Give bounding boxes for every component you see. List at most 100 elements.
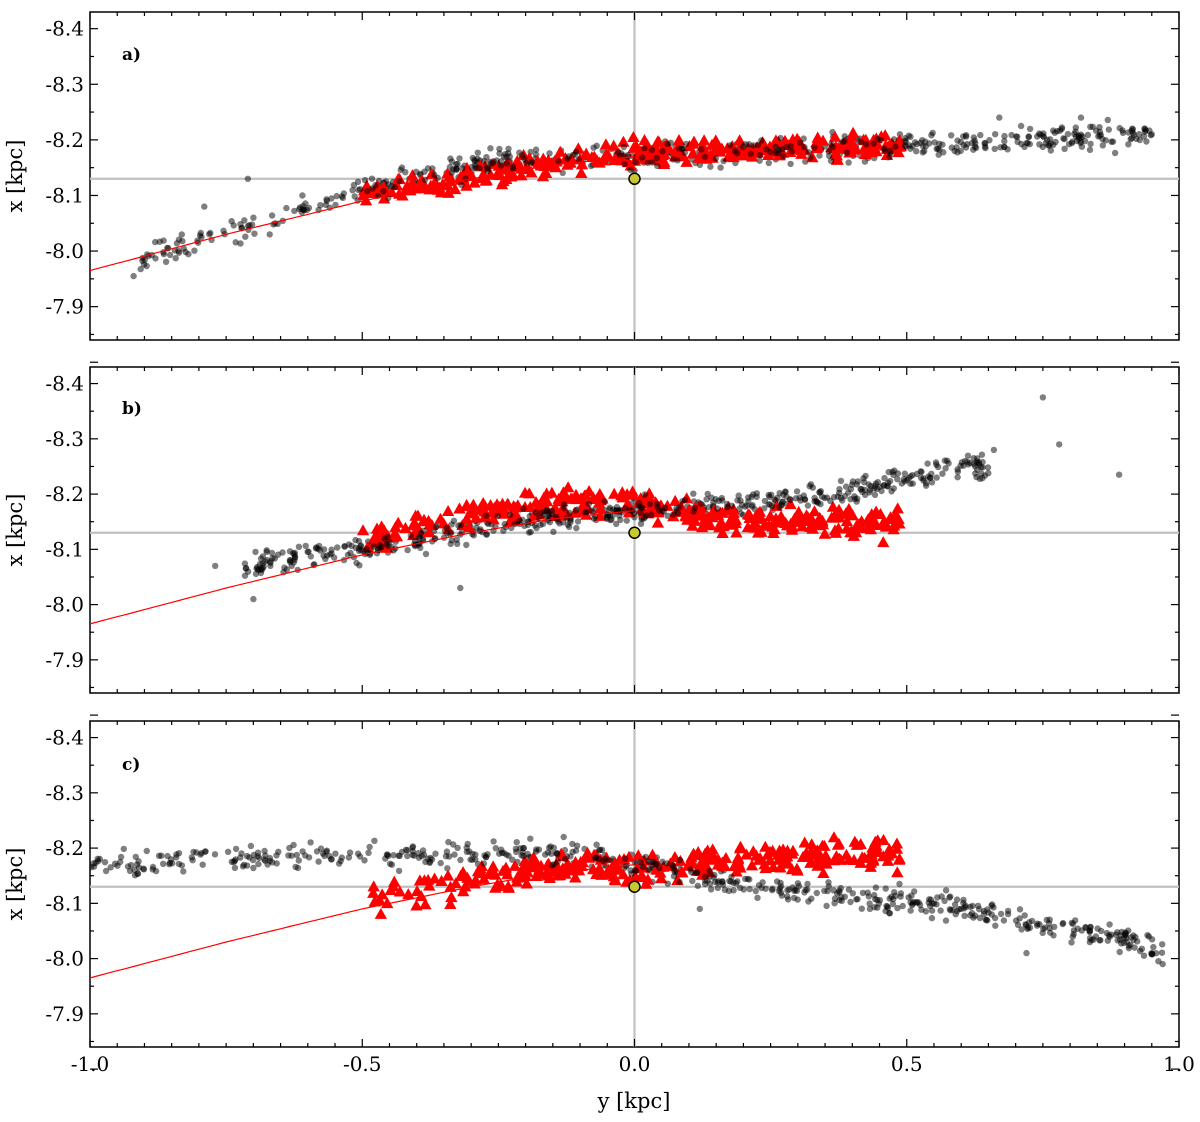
data-point-triangle <box>747 521 761 533</box>
data-point-dot <box>293 851 300 859</box>
data-point-dot <box>124 863 132 870</box>
data-point-dot <box>317 202 324 209</box>
data-point-triangle <box>876 516 890 528</box>
data-point-dot <box>327 856 335 863</box>
data-point-dot <box>1120 939 1128 947</box>
data-point-dot <box>864 889 871 896</box>
data-point-dot <box>891 467 898 474</box>
data-point-dot <box>120 845 128 853</box>
data-point-dot <box>896 880 903 888</box>
data-point-dot <box>690 490 697 497</box>
data-point-dot <box>778 892 786 899</box>
data-point-dot <box>703 496 710 503</box>
data-point-triangle <box>818 839 831 851</box>
data-point-dot <box>448 158 456 165</box>
data-point-triangle <box>511 154 524 166</box>
data-point-dot <box>1128 135 1135 142</box>
data-point-dot <box>454 844 461 852</box>
data-point-triangle <box>832 142 845 154</box>
data-point-dot <box>877 136 885 144</box>
data-point-dot <box>421 176 429 184</box>
data-point-dot <box>669 511 677 518</box>
data-point-dot <box>985 909 992 916</box>
data-point-dot <box>243 852 251 860</box>
data-point-triangle <box>599 138 613 150</box>
data-point-dot <box>207 229 214 237</box>
data-point-dot <box>535 846 543 853</box>
data-point-dot <box>1018 140 1025 148</box>
data-point-dot <box>1069 933 1077 940</box>
data-point-triangle <box>497 503 511 515</box>
data-point-triangle <box>767 861 780 872</box>
data-point-triangle <box>587 491 600 503</box>
data-point-dot <box>831 900 838 907</box>
data-point-dot <box>102 867 110 875</box>
data-point-triangle <box>707 504 720 516</box>
data-point-triangle <box>676 866 689 878</box>
data-point-triangle <box>393 885 406 897</box>
data-point-dot <box>881 482 888 489</box>
data-point-dot <box>254 563 261 571</box>
x-axis-label: y [kpc] <box>597 1089 671 1113</box>
data-point-dot <box>801 889 808 896</box>
data-point-dot <box>871 485 878 492</box>
data-point-dot <box>446 853 453 860</box>
data-point-triangle <box>786 133 799 145</box>
data-point-dot <box>190 848 197 856</box>
data-point-triangle <box>869 835 882 847</box>
data-point-dot <box>224 848 232 855</box>
data-point-triangle <box>561 481 575 493</box>
data-point-triangle <box>638 134 651 146</box>
data-point-dot <box>1087 923 1094 931</box>
data-point-dot <box>565 153 573 160</box>
data-point-dot <box>997 910 1005 918</box>
data-point-dot <box>567 515 574 522</box>
data-point-dot <box>554 851 561 858</box>
data-point-dot <box>837 477 845 485</box>
data-point-triangle <box>864 856 878 868</box>
data-point-triangle <box>407 517 421 529</box>
data-point-dot <box>140 866 148 873</box>
data-point-dot <box>728 873 735 880</box>
data-point-triangle <box>626 485 639 497</box>
data-point-dot <box>500 527 507 534</box>
data-point-dot <box>450 517 458 524</box>
data-point-dot <box>255 854 263 862</box>
data-point-dot <box>383 851 391 858</box>
data-point-dot <box>365 849 372 856</box>
data-point-dot <box>949 906 956 914</box>
data-point-dot <box>714 884 721 892</box>
data-point-dot <box>689 877 696 885</box>
data-point-dot <box>898 480 905 487</box>
y-tick-label: -8.0 <box>45 239 84 263</box>
data-point-dot <box>326 551 334 558</box>
data-point-dot <box>979 475 986 482</box>
data-point-dot <box>607 516 614 524</box>
data-point-dot <box>344 551 352 559</box>
data-point-dot <box>691 504 699 512</box>
data-point-dot <box>1102 137 1110 144</box>
data-point-dot <box>845 159 852 166</box>
data-point-dot <box>787 142 794 150</box>
y-tick-label: -8.4 <box>45 372 84 396</box>
data-point-dot <box>464 840 471 848</box>
data-point-triangle <box>846 138 860 150</box>
data-point-dot <box>863 141 870 148</box>
data-point-triangle <box>811 859 824 871</box>
data-point-dot <box>878 487 885 495</box>
data-point-triangle <box>632 849 645 861</box>
data-point-dot <box>800 492 807 499</box>
data-point-dot <box>1158 949 1166 956</box>
data-point-dot <box>896 131 904 138</box>
data-point-triangle <box>726 518 739 530</box>
dots-series-top <box>137 114 1155 273</box>
data-point-dot <box>954 149 961 156</box>
data-point-dot <box>706 867 713 874</box>
x-tick-label: 0.5 <box>891 1052 923 1076</box>
data-point-dot <box>503 160 511 167</box>
x-tick-label: 0.0 <box>619 1052 651 1076</box>
data-point-triangle <box>747 845 760 857</box>
data-point-triangle <box>415 890 428 901</box>
panel-label: c) <box>122 755 140 775</box>
data-point-dot <box>758 137 765 144</box>
